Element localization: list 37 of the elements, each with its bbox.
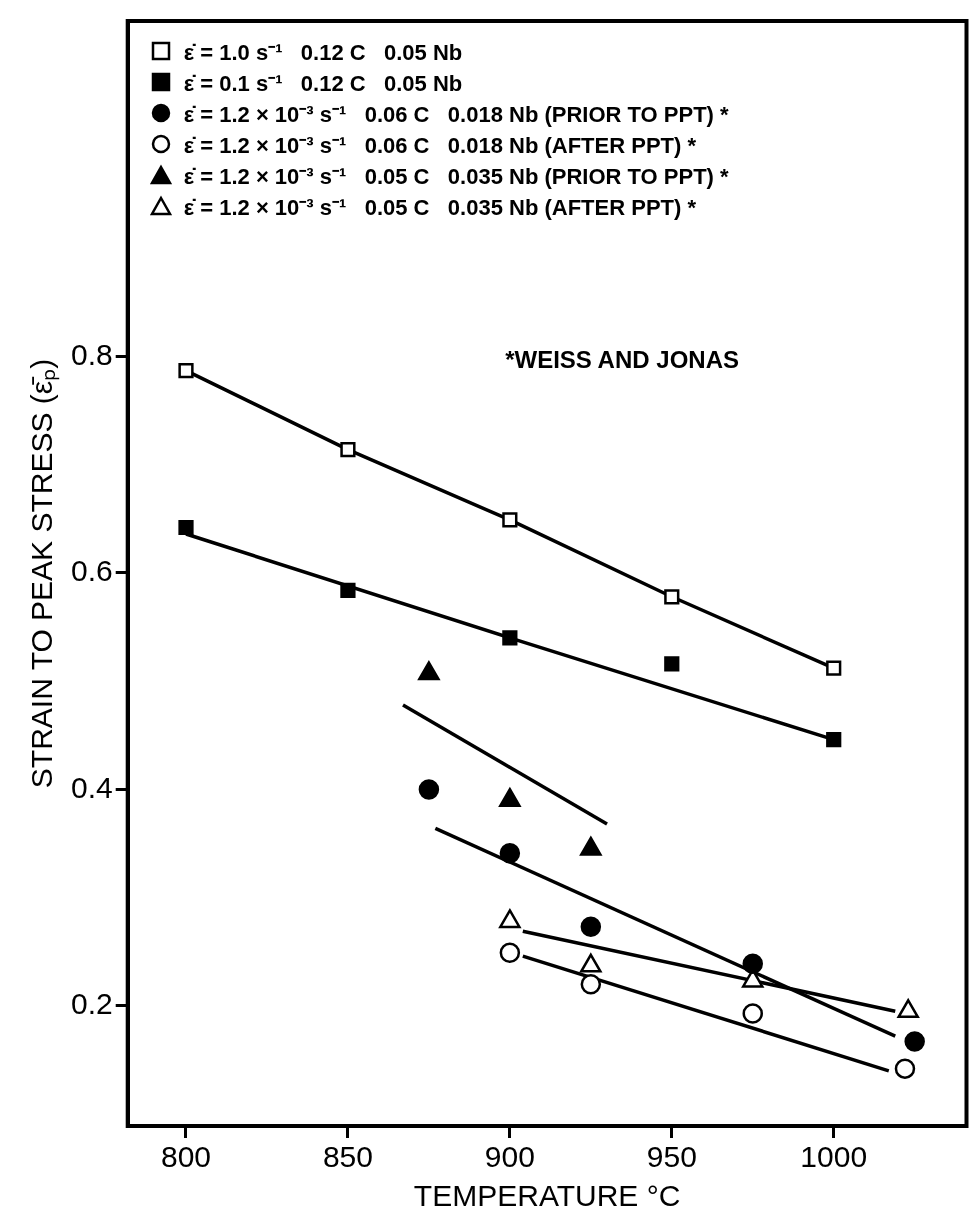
legend-label: ε̇ = 1.0 s⁻¹ 0.12 C 0.05 Nb <box>183 38 463 66</box>
point <box>502 512 518 528</box>
point <box>499 843 521 864</box>
x-tick-label: 950 <box>646 1140 697 1174</box>
point <box>580 916 602 938</box>
point <box>502 630 518 646</box>
point <box>418 779 440 800</box>
y-tick-label: 0.4 <box>70 770 113 804</box>
point <box>664 656 680 672</box>
x-tick-label: 800 <box>160 1140 212 1174</box>
y-tick-label: 0.8 <box>70 337 113 371</box>
point <box>580 973 602 995</box>
y-axis-title: STRAIN TO PEAK STRESS (ε̄ₚ) <box>25 358 61 789</box>
point <box>742 953 763 974</box>
legend-label: ε̇ = 0.1 s⁻¹ 0.12 C 0.05 Nb <box>183 69 463 97</box>
annotation: *WEISS AND JONAS <box>505 345 739 373</box>
point <box>499 942 521 964</box>
point <box>178 519 194 536</box>
legend-label: ε̇ = 1.2 × 10⁻³ s⁻¹ 0.05 C 0.035 Nb (PRIOR TO PPT) * <box>183 162 729 190</box>
y-tick-label: 0.2 <box>70 987 113 1021</box>
y-tick-label: 0.6 <box>70 554 113 588</box>
x-tick-label: 850 <box>322 1140 373 1174</box>
point <box>742 1003 763 1024</box>
x-axis-title: TEMPERATURE °C <box>413 1179 681 1213</box>
x-tick-label: 1000 <box>800 1140 868 1174</box>
point <box>340 441 356 458</box>
point <box>178 362 194 379</box>
point <box>894 1058 916 1079</box>
point <box>826 660 842 676</box>
legend-label: ε̇ = 1.2 × 10⁻³ s⁻¹ 0.06 C 0.018 Nb (AFTER PPT) * <box>183 131 696 159</box>
x-tick-label: 900 <box>484 1140 535 1174</box>
legend-label: ε̇ = 1.2 × 10⁻³ s⁻¹ 0.06 C 0.018 Nb (PRIOR TO PPT) * <box>183 100 729 128</box>
point <box>826 732 842 748</box>
point <box>664 589 680 605</box>
point <box>904 1031 925 1052</box>
legend-label: ε̇ = 1.2 × 10⁻³ s⁻¹ 0.05 C 0.035 Nb (AFTER PPT) * <box>183 193 696 221</box>
point <box>340 582 356 598</box>
